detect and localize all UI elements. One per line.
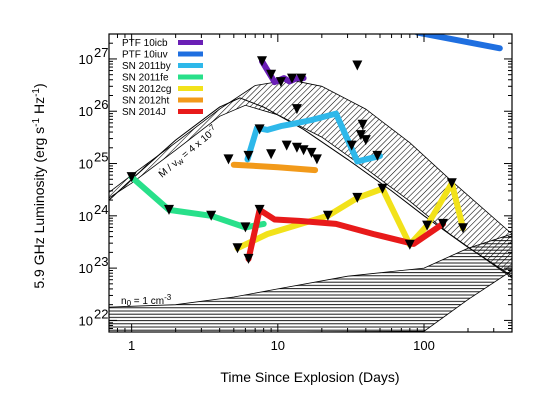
- upper-limit-marker: [232, 243, 243, 254]
- plot-frame: [108, 33, 513, 333]
- upper-limit-marker: [206, 210, 217, 221]
- upper-limit-marker: [355, 130, 366, 141]
- y-tick-exponent: 22: [94, 306, 108, 321]
- y-tick-label: 10: [79, 52, 93, 67]
- x-axis: 1 10 100: [108, 34, 513, 353]
- series-line-0: [259, 58, 307, 86]
- upper-limit-marker: [275, 77, 286, 88]
- upper-limit-marker: [322, 210, 333, 221]
- upper-limit-marker: [281, 140, 292, 151]
- upper-limit-marker: [311, 154, 322, 165]
- x-tick-label: 100: [413, 338, 435, 353]
- upper-limit-marker: [404, 239, 415, 250]
- legend-label: SN 2012ht: [122, 96, 169, 107]
- x-tick-label: 10: [271, 338, 285, 353]
- legend-label: SN 2011fe: [122, 73, 169, 84]
- series-line-6: [245, 206, 446, 262]
- x-axis-label: Time Since Explosion (Days): [220, 369, 399, 385]
- legend-label: SN 2012cg: [122, 84, 171, 95]
- upper-limit-marker: [296, 73, 307, 84]
- y-tick-label: 10: [79, 261, 93, 276]
- y-tick-label: 10: [79, 209, 93, 224]
- upper-limit-marker: [257, 56, 267, 67]
- upper-limits-layer: [126, 20, 468, 264]
- legend-label: PTF 10icb: [122, 38, 168, 49]
- legend-label: PTF 10iuv: [122, 50, 168, 61]
- upper-limit-marker: [254, 124, 265, 135]
- upper-limit-marker: [287, 73, 297, 84]
- y-tick-exponent: 25: [94, 150, 108, 165]
- upper-limit-marker: [346, 140, 357, 151]
- ism-model-band: [109, 233, 512, 332]
- y-axis-label: 5.9 GHz Luminosity (erg s-1 Hz-1): [31, 83, 47, 288]
- y-tick-label: 10: [79, 157, 93, 172]
- x-tick-label: 1: [128, 338, 135, 353]
- y-tick-exponent: 23: [94, 254, 108, 269]
- ism-annotation: n0 = 1 cm-3: [121, 293, 172, 308]
- upper-limit-marker: [352, 192, 363, 203]
- upper-limit-marker: [438, 218, 448, 229]
- upper-limit-marker: [291, 104, 302, 115]
- upper-limit-marker: [412, 20, 422, 30]
- y-tick-label: 10: [79, 104, 93, 119]
- upper-limit-marker: [357, 119, 368, 130]
- upper-limit-marker: [422, 220, 433, 231]
- y-tick-label: 10: [79, 313, 93, 328]
- upper-limit-marker: [254, 204, 265, 215]
- upper-limit-marker: [266, 69, 277, 80]
- upper-limit-marker: [360, 135, 371, 146]
- upper-limit-marker: [266, 149, 277, 160]
- y-tick-exponent: 24: [94, 202, 108, 217]
- upper-limit-marker: [240, 222, 251, 233]
- legend-label: SN 2011by: [122, 61, 171, 72]
- y-tick-exponent: 26: [94, 97, 108, 112]
- upper-limit-marker: [164, 204, 174, 215]
- upper-limit-marker: [223, 154, 234, 165]
- upper-limit-marker: [352, 60, 363, 71]
- upper-limit-marker: [243, 150, 254, 161]
- upper-limit-marker: [306, 147, 317, 158]
- upper-limit-marker: [298, 145, 309, 156]
- upper-limit-marker: [243, 253, 254, 264]
- legend-label: SN 2014J: [122, 107, 166, 118]
- upper-limit-marker: [377, 183, 388, 194]
- upper-limit-marker: [458, 223, 468, 234]
- upper-limit-marker: [126, 172, 137, 183]
- upper-limit-marker: [446, 178, 457, 189]
- series-line-1: [414, 34, 503, 52]
- upper-limit-marker: [372, 150, 383, 161]
- y-tick-exponent: 27: [94, 45, 108, 60]
- series-line-3: [128, 174, 267, 231]
- series-line-5: [230, 161, 319, 174]
